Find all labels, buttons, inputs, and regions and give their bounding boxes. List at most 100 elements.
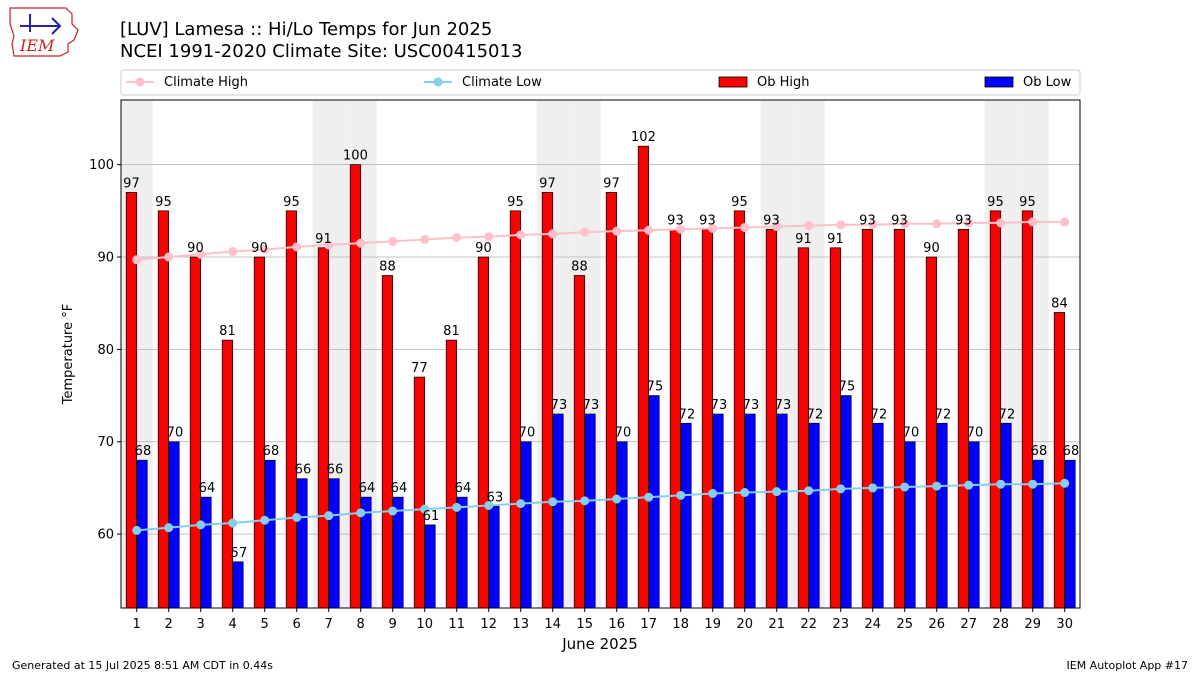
ob-low-value-label: 73 (551, 398, 568, 413)
climate-low-point (260, 515, 270, 525)
climate-high-point (708, 223, 718, 233)
x-tick-label: 27 (960, 617, 977, 632)
climate-low-point (900, 482, 910, 492)
ob-high-value-label: 88 (379, 259, 396, 274)
ob-high-value-label: 90 (251, 241, 268, 256)
climate-high-point (228, 246, 238, 256)
ob-high-bar (765, 228, 778, 609)
ob-low-bar (904, 441, 916, 609)
ob-high-bar (1021, 210, 1034, 609)
ob-high-value-label: 88 (571, 259, 588, 274)
ob-low-value-label: 68 (263, 444, 280, 459)
ob-high-value-label: 102 (631, 130, 656, 145)
ob-low-bar (808, 422, 820, 609)
footer-app: IEM Autoplot App #17 (1067, 659, 1189, 672)
ob-high-value-label: 93 (699, 213, 716, 228)
ob-high-bar (157, 210, 170, 609)
climate-low-point (196, 520, 206, 530)
ob-high-value-label: 95 (283, 195, 300, 210)
climate-low-point (516, 499, 526, 509)
ob-low-value-label: 64 (199, 481, 216, 496)
ob-low-bar (232, 561, 244, 609)
climate-high-point (452, 233, 462, 243)
climate-low-point (964, 480, 974, 490)
climate-high-point (772, 222, 782, 232)
climate-low-point (868, 483, 878, 493)
ob-low-value-label: 70 (519, 426, 536, 441)
ob-high-bar (189, 256, 202, 609)
footer-generated: Generated at 15 Jul 2025 8:51 AM CDT in … (12, 659, 273, 672)
ob-high-value-label: 95 (155, 195, 172, 210)
ob-low-bar (488, 506, 500, 609)
climate-high-point (132, 255, 142, 265)
ob-low-value-label: 72 (999, 407, 1016, 422)
x-axis-label: June 2025 (561, 635, 638, 653)
x-tick-label: 23 (832, 617, 849, 632)
ob-high-value-label: 90 (923, 241, 940, 256)
ob-low-bar (872, 422, 884, 609)
ob-high-bar (509, 210, 522, 609)
ob-high-value-label: 90 (187, 241, 204, 256)
climate-low-point (132, 525, 142, 535)
ob-low-bar (936, 422, 948, 609)
climate-high-point (356, 238, 366, 248)
x-tick-label: 25 (896, 617, 913, 632)
ob-high-value-label: 95 (507, 195, 524, 210)
x-tick-label: 4 (229, 617, 237, 632)
x-tick-label: 10 (416, 617, 433, 632)
x-tick-label: 16 (608, 617, 625, 632)
legend-label-climate-low: Climate Low (462, 75, 542, 90)
climate-high-point (580, 227, 590, 237)
ob-high-value-label: 95 (987, 195, 1004, 210)
climate-low-point (740, 488, 750, 498)
x-tick-label: 18 (672, 617, 689, 632)
iem-logo: IEM (9, 7, 79, 57)
x-tick-label: 24 (864, 617, 881, 632)
x-tick-label: 6 (293, 617, 301, 632)
ob-high-bar (573, 275, 586, 609)
ob-high-bar (125, 192, 138, 609)
x-tick-label: 17 (640, 617, 657, 632)
ob-high-bar (477, 256, 490, 609)
ob-low-value-label: 70 (615, 426, 632, 441)
ob-high-bar (925, 256, 938, 609)
climate-low-point (580, 496, 590, 506)
ob-high-bar (1053, 312, 1066, 609)
ob-high-bar (893, 228, 906, 609)
climate-low-point (548, 497, 558, 507)
x-tick-label: 26 (928, 617, 945, 632)
chart-subtitle: NCEI 1991-2020 Climate Site: USC00415013 (120, 41, 522, 62)
ob-low-bar (520, 441, 532, 609)
ob-low-value-label: 63 (487, 490, 504, 505)
ob-high-value-label: 91 (827, 232, 844, 247)
y-axis-ticks: 60 70 80 90 100 (89, 158, 121, 543)
ob-high-value-label: 93 (955, 213, 972, 228)
y-axis-label: Temperature °F (61, 304, 76, 405)
climate-low-point (292, 512, 302, 522)
ob-high-value-label: 91 (315, 232, 332, 247)
ob-low-bar (424, 524, 436, 609)
grid-lines (121, 164, 1080, 535)
ob-high-value-label: 90 (475, 241, 492, 256)
ob-low-bar (616, 441, 628, 609)
legend-label-ob-high: Ob High (757, 75, 810, 90)
ob-low-value-label: 75 (839, 380, 856, 395)
ob-high-value-label: 81 (219, 324, 236, 339)
y-tick-label: 80 (97, 343, 114, 358)
climate-low-point (612, 494, 622, 504)
ob-high-bar (701, 228, 714, 609)
ob-high-value-label: 95 (731, 195, 748, 210)
ob-high-value-label: 97 (539, 176, 556, 191)
x-tick-label: 30 (1056, 617, 1073, 632)
x-tick-label: 8 (357, 617, 365, 632)
ob-high-bar (797, 247, 810, 609)
climate-high-point (996, 218, 1006, 228)
ob-low-value-label: 73 (711, 398, 728, 413)
ob-low-value-label: 66 (295, 463, 312, 478)
logo-text: IEM (19, 36, 55, 55)
bar-value-labels: 97 68 95 70 90 64 81 57 90 68 95 66 91 66 100 64 88 64 77 6… (123, 130, 1079, 561)
legend-frame (120, 69, 1081, 96)
ob-low-value-label: 68 (1063, 444, 1080, 459)
ob-low-value-label: 64 (455, 481, 472, 496)
ob-high-value-label: 93 (763, 213, 780, 228)
